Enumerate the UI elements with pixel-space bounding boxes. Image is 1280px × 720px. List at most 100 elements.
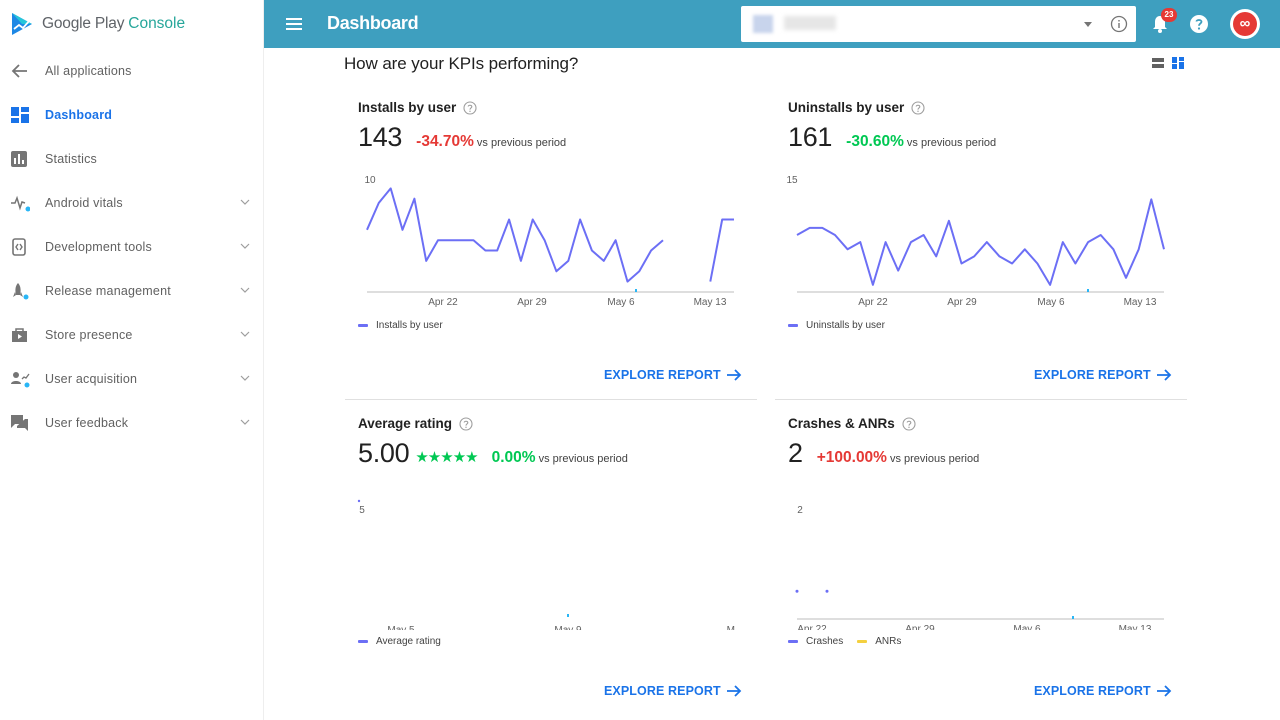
sidebar-item-label: User feedback <box>45 416 129 430</box>
x-tick-label: May 6 <box>607 297 635 308</box>
explore-report-label: EXPLORE REPORT <box>604 684 721 698</box>
x-tick-label: May 9 <box>554 625 582 630</box>
account-avatar[interactable]: ∞ <box>1230 9 1260 39</box>
chevron-down-icon[interactable] <box>240 329 250 339</box>
sidebar-item-android-vitals[interactable]: Android vitals <box>0 181 264 225</box>
chevron-down-icon[interactable] <box>240 241 250 251</box>
y-tick-label: 2 <box>797 505 803 516</box>
y-tick-label: 15 <box>786 175 798 186</box>
x-tick-label: Apr 22 <box>858 297 888 308</box>
hamburger-menu-icon[interactable] <box>284 14 304 34</box>
kpi-card-crashes-anrs: Crashes & ANRs 2 +100.00% vs previous pe… <box>775 400 1187 716</box>
grid-view-icon[interactable] <box>1172 57 1184 69</box>
chevron-down-icon[interactable] <box>240 417 250 427</box>
legend-swatch <box>358 324 368 327</box>
today-marker <box>635 289 637 292</box>
play-console-logo-icon <box>12 13 32 35</box>
sidebar-item-all-applications[interactable]: All applications <box>0 49 264 93</box>
avatar-glyph: ∞ <box>1233 12 1257 36</box>
kpi-card-uninstalls: Uninstalls by user 161 -30.60% vs previo… <box>775 84 1187 400</box>
legend-item: Installs by user <box>358 320 443 331</box>
vs-previous-period-label: vs previous period <box>906 137 997 149</box>
legend-item: Average rating <box>358 636 441 647</box>
x-tick-label: Apr 22 <box>797 624 827 630</box>
average-rating-line-chart: 5 May 5 May 9 M... <box>357 499 743 630</box>
logo-text-google-play: Google Play <box>42 15 125 32</box>
vitals-icon <box>11 195 30 212</box>
chevron-down-icon[interactable] <box>240 373 250 383</box>
info-icon[interactable] <box>1110 15 1128 33</box>
card-title: Crashes & ANRs <box>788 416 916 431</box>
explore-report-button[interactable]: EXPLORE REPORT <box>1034 368 1172 382</box>
legend-swatch <box>358 640 368 643</box>
explore-report-button[interactable]: EXPLORE REPORT <box>1034 684 1172 698</box>
crashes-anrs-line-chart: 2 Apr 22 Apr 29 May 6 May 13 <box>795 505 1164 630</box>
kpi-card-installs: Installs by user 143 -34.70% vs previous… <box>345 84 757 400</box>
star-rating: ★★★★★ <box>415 449 478 466</box>
data-point <box>795 589 799 593</box>
sidebar-item-label: Store presence <box>45 328 133 342</box>
y-tick-label: 5 <box>359 505 365 516</box>
legend-item: Uninstalls by user <box>788 320 885 331</box>
kpi-section-heading: How are your KPIs performing? <box>344 54 579 73</box>
x-tick-label: May 6 <box>1037 297 1065 308</box>
chart-legend: Crashes ANRs <box>788 636 915 647</box>
today-marker <box>567 614 569 617</box>
card-title-text: Average rating <box>358 416 453 431</box>
metric-change: 0.00% <box>491 449 536 466</box>
help-outline-icon[interactable] <box>459 416 473 431</box>
x-tick-label: Apr 29 <box>905 624 935 630</box>
explore-report-button[interactable]: EXPLORE REPORT <box>604 368 742 382</box>
help-outline-icon[interactable] <box>911 100 925 115</box>
chevron-down-icon[interactable] <box>240 197 250 207</box>
card-title-text: Installs by user <box>358 100 457 115</box>
sidebar-item-statistics[interactable]: Statistics <box>0 137 264 181</box>
sidebar-item-label: Release management <box>45 284 171 298</box>
vs-previous-period-label: vs previous period <box>476 137 567 149</box>
app-name-redacted <box>784 16 836 30</box>
metric-row: 2 +100.00% vs previous period <box>788 438 979 469</box>
installs-line-chart: 10 Apr 22 Apr 29 May 6 May 13 <box>364 175 734 308</box>
sidebar-item-user-acquisition[interactable]: User acquisition <box>0 357 264 401</box>
sidebar-item-development-tools[interactable]: Development tools <box>0 225 264 269</box>
data-point <box>825 589 829 593</box>
legend-swatch <box>857 640 868 643</box>
sidebar-item-label: User acquisition <box>45 372 138 386</box>
google-play-console-logo[interactable]: Google Play Console <box>10 10 185 38</box>
legend-label: Crashes <box>806 636 844 647</box>
help-icon[interactable] <box>1189 14 1209 34</box>
sidebar-item-label: Statistics <box>45 152 98 166</box>
today-marker <box>1072 616 1074 619</box>
vs-previous-period-label: vs previous period <box>889 453 980 465</box>
sidebar-item-dashboard[interactable]: Dashboard <box>0 93 264 137</box>
list-view-icon[interactable] <box>1152 57 1164 69</box>
chart-legend: Installs by user <box>358 320 457 331</box>
metric-change: -30.60% <box>846 133 904 150</box>
x-tick-label: May 13 <box>694 297 727 308</box>
store-play-icon <box>12 328 27 342</box>
metric-row: 5.00 ★★★★★ 0.00% vs previous period <box>358 438 628 469</box>
chevron-down-icon[interactable] <box>240 285 250 295</box>
sidebar-nav: All applications Dashboard Statistics An… <box>0 49 264 445</box>
metric-value: 5.00 <box>358 438 410 468</box>
explore-report-button[interactable]: EXPLORE REPORT <box>604 684 742 698</box>
dropdown-caret-icon[interactable] <box>1084 22 1092 27</box>
app-icon-redacted <box>753 15 773 33</box>
legend-swatch <box>788 324 798 327</box>
sidebar-item-store-presence[interactable]: Store presence <box>0 313 264 357</box>
chart-legend: Average rating <box>358 636 455 647</box>
metric-row: 161 -30.60% vs previous period <box>788 122 996 153</box>
metric-value: 2 <box>788 438 803 468</box>
vs-previous-period-label: vs previous period <box>538 453 628 465</box>
help-outline-icon[interactable] <box>463 100 477 115</box>
sidebar-item-user-feedback[interactable]: User feedback <box>0 401 264 445</box>
legend-label: Installs by user <box>376 320 443 331</box>
legend-label: Uninstalls by user <box>806 320 885 331</box>
legend-item: ANRs <box>857 636 901 647</box>
bar-chart-icon <box>11 151 27 167</box>
help-outline-icon[interactable] <box>902 416 916 431</box>
sidebar-item-release-management[interactable]: Release management <box>0 269 264 313</box>
arrow-right-icon <box>1156 369 1171 381</box>
metric-value: 143 <box>358 122 403 152</box>
app-selector-dropdown[interactable] <box>741 6 1136 42</box>
